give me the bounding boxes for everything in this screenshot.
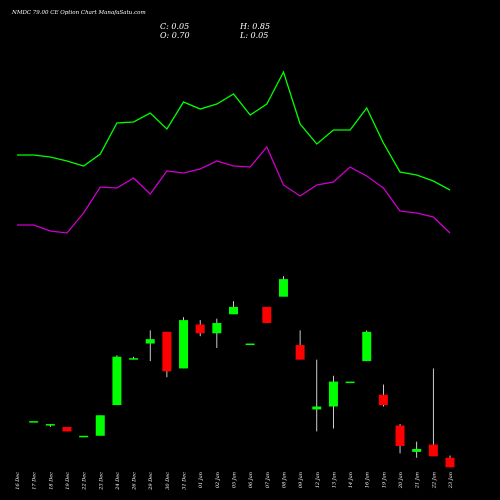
candle [378, 384, 388, 407]
candle [162, 331, 172, 378]
x-tick-label: 02 Jan [215, 472, 221, 488]
x-tick-label: 07 Jan [265, 472, 271, 488]
candle-body [445, 457, 455, 468]
x-tick-label: 12 Jan [315, 472, 321, 488]
candle-body [245, 343, 255, 346]
candle [45, 424, 55, 427]
candle-body [29, 421, 39, 423]
x-tick-label: 31 Dec [182, 472, 188, 490]
candle [312, 359, 322, 432]
x-tick-label: 22 Jan [431, 472, 437, 489]
x-tick-label: 20 Jan [398, 472, 404, 489]
candle [112, 355, 122, 406]
x-tick-label: 05 Jan [232, 472, 238, 488]
candle-body [62, 427, 72, 432]
candle [412, 441, 422, 458]
x-tick-label: 23 Jan [448, 472, 454, 489]
candle [29, 421, 39, 423]
x-tick-label: 09 Jan [298, 472, 304, 488]
candle [278, 276, 288, 297]
candle-body [362, 331, 372, 362]
candle-body [45, 424, 55, 426]
candle [328, 375, 338, 429]
upper-line [17, 70, 451, 191]
candle-body [262, 306, 272, 324]
candle-body [162, 331, 172, 372]
x-tick-label: 13 Jan [331, 472, 337, 488]
candle-body [212, 323, 222, 334]
candle [79, 435, 89, 438]
x-tick-label: 21 Jan [415, 472, 421, 489]
candle-body [378, 394, 388, 406]
x-tick-label: 18 Dec [48, 472, 54, 490]
candle-body [395, 425, 405, 447]
candle [428, 368, 438, 457]
x-tick-label: 30 Dec [165, 472, 171, 490]
candle-body [145, 339, 155, 344]
candle-body [428, 444, 438, 457]
candle-body [129, 358, 139, 360]
candles [29, 276, 455, 468]
low-label: L: 0.05 [239, 31, 268, 40]
lower-line [17, 145, 451, 234]
x-tick-label: 24 Dec [115, 472, 121, 491]
candle [295, 330, 305, 360]
candle [129, 356, 139, 360]
x-tick-label: 01 Jan [198, 472, 204, 488]
candle [362, 330, 372, 362]
x-tick-label: 14 Jan [348, 472, 354, 488]
candle-body [95, 415, 105, 436]
x-tick-label: 06 Jan [248, 472, 254, 488]
candle-body [295, 345, 305, 360]
x-tick-label: 08 Jan [281, 472, 287, 488]
candle-body [412, 448, 422, 452]
open-label: O: 0.70 [160, 31, 190, 40]
candle-body [179, 320, 189, 369]
x-tick-label: 16 Dec [15, 472, 21, 490]
x-tick-label: 19 Jan [381, 472, 387, 488]
candle [229, 301, 238, 315]
candle-body [229, 306, 238, 315]
x-tick-label: 22 Dec [82, 472, 88, 491]
candle [95, 415, 105, 436]
candle [62, 427, 72, 432]
x-tick-label: 23 Dec [98, 472, 104, 491]
candle-body [79, 435, 89, 438]
x-tick-label: 17 Dec [32, 472, 38, 490]
candle [345, 381, 355, 384]
candle [179, 317, 189, 369]
candle-body [345, 381, 355, 384]
candle-body [312, 406, 322, 410]
candle-body [328, 381, 338, 407]
candle [212, 318, 222, 348]
candle [145, 330, 155, 362]
x-tick-label: 19 Dec [65, 472, 71, 490]
x-tick-label: 29 Dec [148, 472, 154, 491]
candle [395, 424, 405, 454]
candle-body [278, 279, 288, 297]
x-tick-label: 26 Dec [132, 472, 138, 491]
candle [195, 320, 205, 337]
candle-body [112, 356, 122, 406]
high-label: H: 0.85 [239, 22, 270, 31]
chart-title: NMDC 79.00 CE Option Chart ManafaSatu.co… [11, 10, 146, 16]
close-label: C: 0.05 [160, 22, 189, 31]
candle [262, 306, 272, 324]
candle-body [195, 324, 205, 334]
indicator-lines [17, 70, 451, 234]
x-axis-ticks: 16 Dec 17 Dec 18 Dec 19 Dec 22 Dec 23 Dec 24 D… [15, 472, 454, 491]
candle [245, 343, 255, 346]
candle [445, 455, 455, 468]
x-tick-label: 16 Jan [365, 472, 371, 488]
